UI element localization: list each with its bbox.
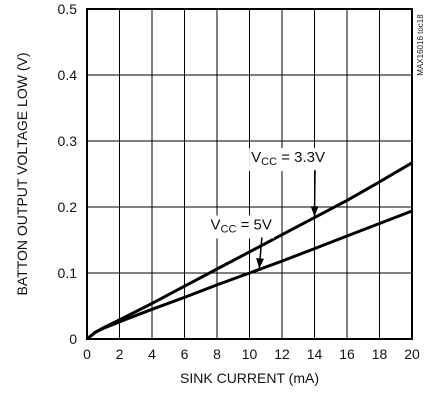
x-tick-label-3: 6 (181, 346, 189, 362)
y-tick-label-4: 0.4 (58, 67, 78, 83)
x-tick-label-10: 20 (404, 346, 420, 362)
y-tick-label-1: 0.1 (58, 265, 78, 281)
annotation-vcc-3v3: VCC = 3.3V (249, 148, 327, 217)
x-tick-label-1: 2 (116, 346, 124, 362)
x-tick-label-6: 12 (274, 346, 290, 362)
x-tick-label-9: 18 (372, 346, 388, 362)
x-tick-label-7: 14 (307, 346, 323, 362)
series-line-1 (86, 209, 413, 341)
y-axis-label: BATTON OUTPUT VOLTAGE LOW (V) (14, 53, 30, 296)
plot-frame (86, 8, 413, 340)
series-layer (86, 161, 413, 341)
y-tick-label-3: 0.3 (58, 133, 78, 149)
x-tick-label-0: 0 (83, 346, 91, 362)
x-tick-label-2: 4 (148, 346, 156, 362)
annotation-vcc-5v: VCC = 5V (208, 215, 274, 269)
y-tick-labels: 0 0.1 0.2 0.3 0.4 0.5 (58, 1, 78, 347)
x-tick-label-8: 16 (339, 346, 355, 362)
x-tick-labels: 0 2 4 6 8 10 12 14 16 18 20 (83, 346, 420, 362)
annotation-vcc-5v-main: V (211, 216, 221, 233)
annotation-vcc-5v-sub: CC (221, 223, 237, 235)
annotation-vcc-3v3-sub: CC (261, 156, 277, 168)
annotation-vcc-3v3-arrowhead (310, 206, 319, 217)
svg-text:VCC = 3.3V: VCC = 3.3V (251, 149, 325, 168)
y-tick-label-5: 0.5 (58, 1, 78, 17)
y-tick-label-2: 0.2 (58, 199, 78, 215)
figure-id-watermark: MAX16016 toc18 (416, 14, 425, 76)
annotation-vcc-5v-rest: = 5V (236, 216, 271, 233)
svg-text:VCC = 5V: VCC = 5V (211, 216, 272, 235)
x-tick-label-4: 8 (213, 346, 221, 362)
grid-lines (87, 9, 412, 339)
y-tick-label-0: 0 (69, 331, 77, 347)
x-axis-label: SINK CURRENT (mA) (180, 370, 319, 386)
annotation-vcc-3v3-rest: = 3.3V (277, 149, 325, 166)
x-tick-label-5: 10 (242, 346, 258, 362)
annotation-vcc-3v3-main: V (251, 149, 261, 166)
annotation-vcc-5v-arrowhead (256, 258, 265, 269)
